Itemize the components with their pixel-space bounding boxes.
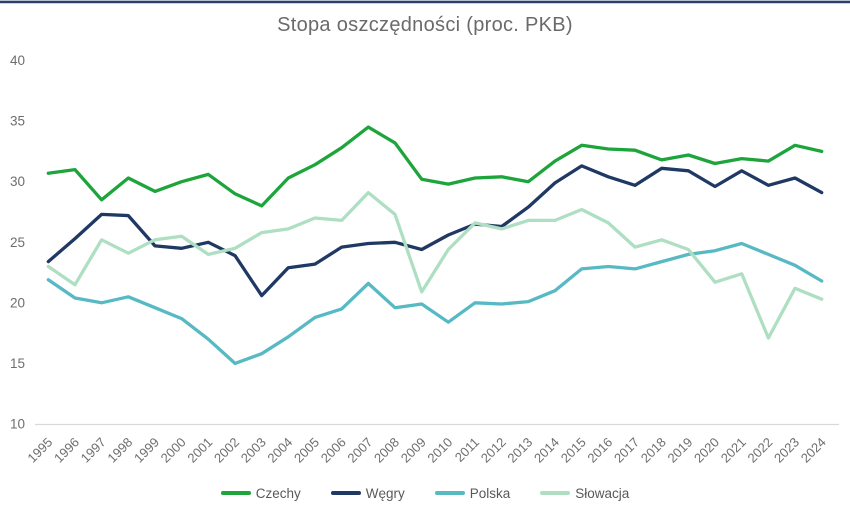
x-tick-label: 2008 — [371, 435, 402, 466]
x-tick-label: 2002 — [211, 435, 242, 466]
x-tick-label: 1996 — [51, 435, 82, 466]
line-series-słowacja — [46, 190, 824, 340]
x-tick-label: 2004 — [264, 435, 295, 466]
x-tick-label: 1995 — [24, 435, 55, 466]
legend-line-swatch — [330, 491, 361, 495]
legend: Czechy Węgry Polska Słowacja — [0, 482, 850, 504]
legend-label: Czechy — [255, 485, 301, 501]
legend-line-swatch — [540, 491, 571, 495]
x-tick-label: 2012 — [478, 435, 509, 466]
x-tick-label: 2022 — [744, 435, 775, 466]
x-tick-label: 2019 — [664, 435, 695, 466]
x-tick-label: 2001 — [184, 435, 215, 466]
x-tick-label: 2015 — [558, 435, 589, 466]
legend-line-swatch — [434, 491, 465, 495]
x-tick-label: 2023 — [771, 435, 802, 466]
legend-item-polska: Polska — [434, 485, 511, 501]
x-tick-label: 1999 — [131, 435, 162, 466]
y-tick-label: 35 — [10, 114, 25, 129]
x-tick-label: 2011 — [452, 435, 482, 465]
y-tick-label: 20 — [10, 295, 25, 310]
legend-item-słowacja: Słowacja — [540, 486, 629, 501]
y-tick-label: 25 — [10, 235, 25, 250]
y-tick-label: 15 — [10, 356, 25, 371]
x-tick-label: 2003 — [238, 435, 269, 466]
line-series-polska — [46, 241, 824, 366]
legend-label: Słowacja — [575, 485, 630, 501]
x-tick-label: 2014 — [531, 435, 562, 466]
y-tick-label: 30 — [10, 174, 25, 189]
legend-line-swatch — [220, 491, 251, 495]
x-tick-label: 1998 — [104, 435, 135, 466]
x-tick-label: 1997 — [78, 435, 109, 466]
legend-item-czechy: Czechy — [220, 485, 301, 501]
x-tick-label: 2021 — [718, 435, 749, 466]
legend-label: Polska — [469, 485, 511, 501]
x-tick-label: 2013 — [504, 435, 535, 466]
top-border — [0, 0, 850, 4]
y-tick-label: 10 — [10, 417, 25, 432]
x-tick-label: 2024 — [798, 435, 829, 466]
y-tick-label: 40 — [10, 53, 25, 68]
legend-item-węgry: Węgry — [330, 485, 405, 501]
legend-label: Węgry — [365, 485, 405, 501]
x-tick-label: 2000 — [158, 435, 189, 466]
x-tick-label: 2009 — [398, 435, 429, 466]
x-tick-label: 2005 — [291, 435, 322, 466]
x-tick-label: 2016 — [584, 435, 615, 466]
x-tick-label: 2020 — [691, 435, 722, 466]
line-series-czechy — [46, 125, 824, 208]
chart-title: Stopa oszczędności (proc. PKB) — [277, 14, 573, 36]
x-tick-label: 2018 — [638, 435, 669, 466]
plot-area: 1015202530354019951996199719981999200020… — [10, 53, 839, 466]
x-tick-label: 2007 — [344, 435, 375, 466]
x-tick-label: 2006 — [318, 435, 349, 466]
x-tick-label: 2010 — [424, 435, 455, 466]
x-tick-label: 2017 — [611, 435, 642, 466]
line-series-węgry — [46, 164, 824, 298]
